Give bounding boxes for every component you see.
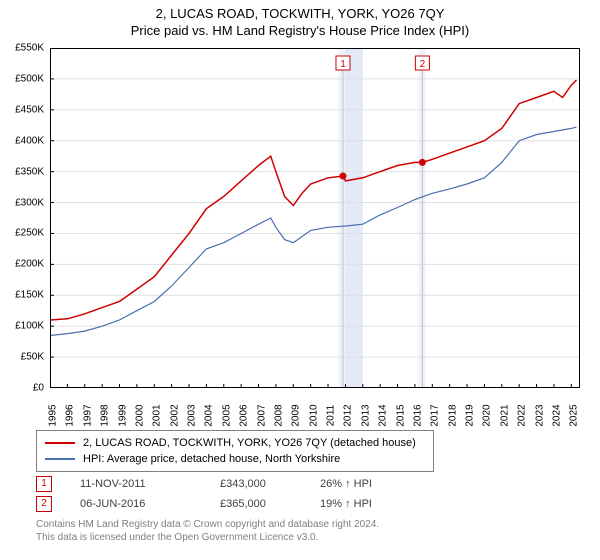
chart-plot-area: 12	[50, 48, 580, 388]
x-tick-label: 2008	[274, 404, 285, 426]
y-tick-label: £500K	[15, 73, 44, 84]
x-tick-label: 1995	[48, 404, 59, 426]
x-tick-label: 2022	[517, 404, 528, 426]
x-tick-label: 2015	[395, 404, 406, 426]
y-tick-label: £400K	[15, 135, 44, 146]
marker-row-2: 2 06-JUN-2016 £365,000 19% ↑ HPI	[36, 494, 440, 514]
x-tick-label: 2005	[221, 404, 232, 426]
y-tick-label: £450K	[15, 104, 44, 115]
marker-date-2: 06-JUN-2016	[80, 498, 220, 510]
marker-row-1: 1 11-NOV-2011 £343,000 26% ↑ HPI	[36, 474, 440, 494]
x-tick-label: 2004	[204, 404, 215, 426]
legend-swatch-house	[45, 442, 75, 444]
x-tick-label: 2006	[239, 404, 250, 426]
x-tick-label: 1996	[65, 404, 76, 426]
legend-item-hpi: HPI: Average price, detached house, Nort…	[45, 451, 425, 467]
chart-svg: 12	[50, 48, 580, 388]
marker-pct-2: 19% ↑ HPI	[320, 498, 440, 510]
x-tick-label: 2000	[135, 404, 146, 426]
chart-container: 2, LUCAS ROAD, TOCKWITH, YORK, YO26 7QY …	[0, 0, 600, 560]
y-tick-label: £250K	[15, 228, 44, 239]
x-tick-label: 2011	[325, 405, 336, 427]
chart-title: 2, LUCAS ROAD, TOCKWITH, YORK, YO26 7QY	[0, 6, 600, 21]
x-tick-label: 2019	[465, 404, 476, 426]
x-tick-label: 2009	[291, 404, 302, 426]
x-tick-label: 1998	[100, 404, 111, 426]
marker-badge-2: 2	[36, 496, 52, 512]
x-tick-label: 2023	[534, 404, 545, 426]
title-block: 2, LUCAS ROAD, TOCKWITH, YORK, YO26 7QY …	[0, 0, 600, 38]
footer-line-2: This data is licensed under the Open Gov…	[36, 531, 379, 544]
x-tick-label: 1997	[82, 404, 93, 426]
x-tick-label: 2017	[430, 404, 441, 426]
x-tick-label: 2018	[447, 404, 458, 426]
x-tick-label: 2016	[413, 404, 424, 426]
x-tick-label: 2021	[499, 404, 510, 426]
marker-price-2: £365,000	[220, 498, 320, 510]
x-axis-labels: 1995 1996 1997 1998 1999 2000 2001 2002 2003 2004…	[50, 390, 580, 430]
x-tick-label: 2001	[152, 404, 163, 426]
x-tick-label: 2003	[187, 404, 198, 426]
y-tick-label: £350K	[15, 166, 44, 177]
marker-pct-1: 26% ↑ HPI	[320, 478, 440, 490]
x-tick-label: 2013	[360, 404, 371, 426]
marker-info-rows: 1 11-NOV-2011 £343,000 26% ↑ HPI 2 06-JU…	[36, 474, 440, 514]
x-tick-label: 2007	[256, 404, 267, 426]
y-tick-label: £100K	[15, 321, 44, 332]
marker-price-1: £343,000	[220, 478, 320, 490]
legend-swatch-hpi	[45, 458, 75, 460]
y-tick-label: £150K	[15, 290, 44, 301]
svg-text:2: 2	[420, 59, 426, 70]
marker-date-1: 11-NOV-2011	[80, 478, 220, 490]
x-tick-label: 2002	[169, 404, 180, 426]
x-tick-label: 2010	[308, 404, 319, 426]
x-tick-label: 2020	[482, 404, 493, 426]
chart-subtitle: Price paid vs. HM Land Registry's House …	[0, 23, 600, 38]
x-tick-label: 1999	[117, 404, 128, 426]
marker-badge-1: 1	[36, 476, 52, 492]
y-tick-label: £0	[33, 383, 44, 394]
x-tick-label: 2012	[343, 404, 354, 426]
y-axis-labels: £0£50K£100K£150K£200K£250K£300K£350K£400…	[0, 48, 48, 388]
y-tick-label: £50K	[21, 352, 44, 363]
x-tick-label: 2024	[552, 404, 563, 426]
footer-line-1: Contains HM Land Registry data © Crown c…	[36, 518, 379, 531]
legend-label-hpi: HPI: Average price, detached house, Nort…	[83, 453, 340, 465]
y-tick-label: £550K	[15, 43, 44, 54]
footer-attribution: Contains HM Land Registry data © Crown c…	[36, 518, 379, 544]
y-tick-label: £300K	[15, 197, 44, 208]
legend-label-house: 2, LUCAS ROAD, TOCKWITH, YORK, YO26 7QY …	[83, 437, 416, 449]
x-tick-label: 2014	[378, 404, 389, 426]
legend-item-house: 2, LUCAS ROAD, TOCKWITH, YORK, YO26 7QY …	[45, 435, 425, 451]
x-tick-label: 2025	[569, 404, 580, 426]
svg-text:1: 1	[340, 59, 346, 70]
legend-box: 2, LUCAS ROAD, TOCKWITH, YORK, YO26 7QY …	[36, 430, 434, 472]
y-tick-label: £200K	[15, 259, 44, 270]
